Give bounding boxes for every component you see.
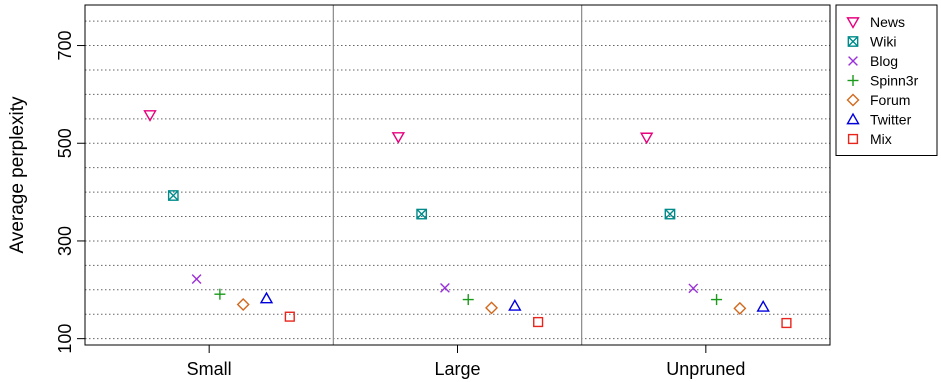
legend-label: Twitter — [870, 112, 912, 128]
y-tick-label: 700 — [55, 31, 75, 61]
data-point-twitter — [508, 299, 522, 311]
legend-label: Mix — [870, 131, 892, 147]
legend-marker-mix — [847, 133, 859, 145]
data-point-spinn3r — [711, 294, 723, 306]
legend-label: Forum — [870, 92, 910, 108]
x-tick-label: Unpruned — [666, 359, 745, 379]
data-points — [143, 110, 792, 329]
data-point-news — [639, 132, 654, 145]
legend-marker-blog — [848, 56, 858, 66]
data-point-blog — [191, 274, 202, 284]
panel-dividers — [332, 5, 583, 345]
data-point-wiki — [167, 190, 179, 201]
data-point-forum — [485, 301, 499, 315]
legend-marker-wiki — [847, 36, 859, 47]
x-tick-label: Large — [434, 359, 480, 379]
legend: News Wiki Blog Spinn3r Forum Twitter Mix — [835, 4, 938, 156]
data-point-wiki — [416, 208, 428, 220]
data-point-blog — [688, 283, 699, 294]
legend-marker-twitter — [846, 112, 860, 125]
legend-marker-forum — [846, 93, 860, 107]
data-point-wiki — [664, 208, 676, 220]
data-point-mix — [533, 316, 544, 328]
y-tick-label: 500 — [55, 128, 75, 158]
data-point-news — [391, 132, 406, 144]
data-point-spinn3r — [214, 288, 226, 300]
legend-marker-news — [846, 17, 860, 29]
data-point-twitter — [756, 299, 770, 312]
x-tick-label: Small — [187, 359, 232, 379]
data-point-twitter — [259, 291, 274, 304]
y-tick-label: 100 — [55, 324, 75, 354]
grid-lines — [85, 20, 830, 340]
legend-marker-spinn3r — [847, 75, 859, 86]
legend-label: Wiki — [870, 34, 896, 50]
y-axis: 100 300 500 700 — [55, 31, 85, 354]
data-point-news — [143, 110, 157, 122]
plot-frame — [84, 4, 831, 346]
legend-label: Spinn3r — [870, 73, 919, 89]
data-point-spinn3r — [462, 294, 474, 306]
legend-label: News — [870, 14, 905, 30]
data-point-forum — [236, 297, 250, 311]
data-point-mix — [781, 317, 792, 329]
data-point-forum — [733, 301, 747, 315]
legend-label: Blog — [870, 53, 898, 69]
y-tick-label: 300 — [55, 226, 75, 256]
y-axis-title: Average perplexity — [7, 96, 28, 254]
data-point-blog — [440, 282, 450, 293]
x-axis: Small Large Unpruned — [187, 345, 745, 379]
data-point-mix — [284, 311, 295, 322]
